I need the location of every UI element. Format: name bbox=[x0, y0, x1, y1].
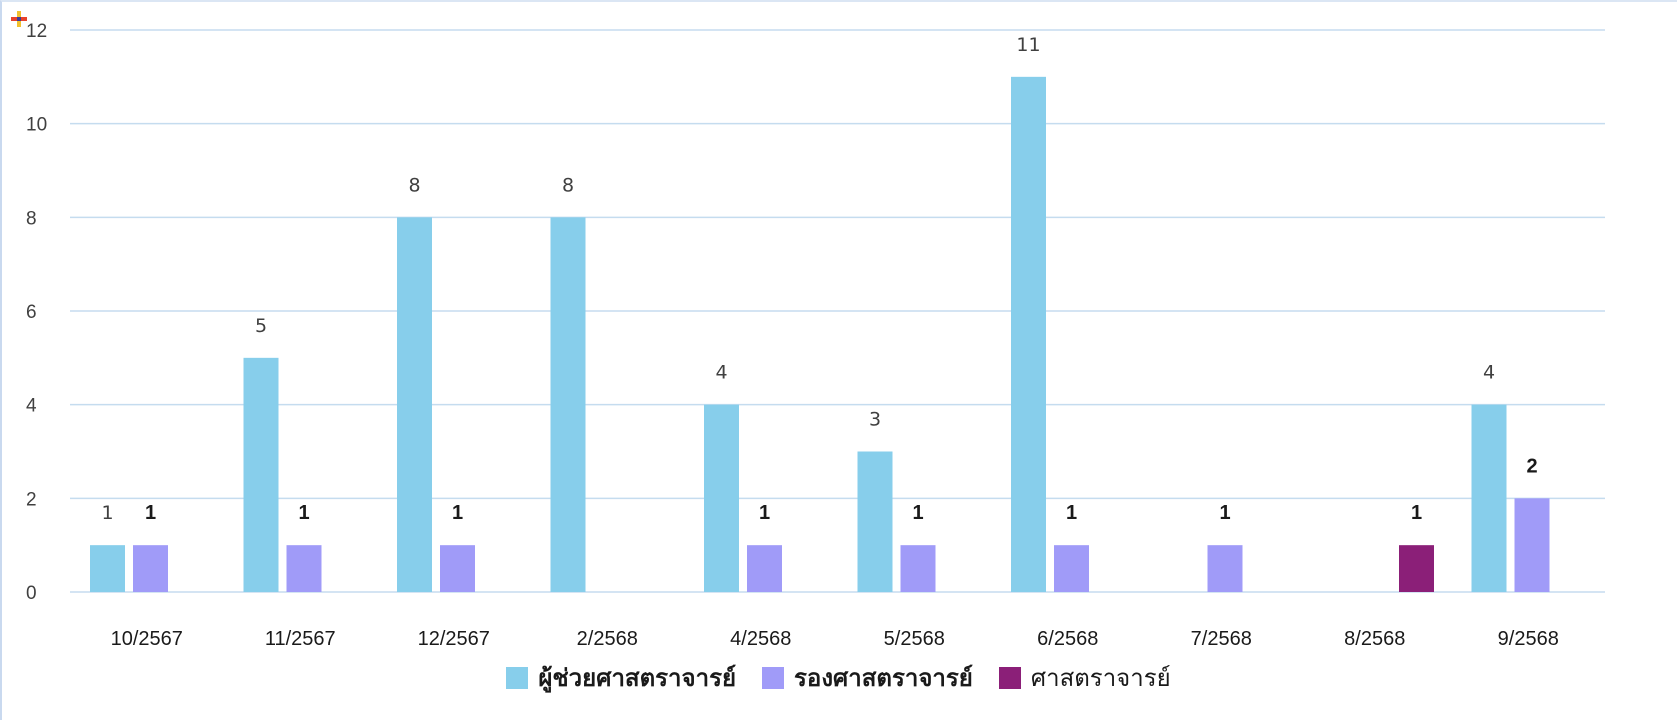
bar bbox=[1011, 76, 1046, 593]
bar bbox=[747, 545, 782, 592]
x-tick-label: 2/2568 bbox=[577, 628, 638, 650]
y-axis-ticks: 0 2 4 6 8 10 12 bbox=[26, 21, 47, 604]
bar bbox=[1399, 545, 1434, 592]
bar bbox=[133, 545, 168, 592]
data-label: 11 bbox=[1016, 34, 1040, 56]
x-tick-label: 7/2568 bbox=[1191, 628, 1252, 650]
data-label: 1 bbox=[101, 502, 113, 524]
x-tick-label: 8/2568 bbox=[1344, 628, 1405, 650]
data-label: 5 bbox=[255, 315, 267, 337]
bars bbox=[90, 76, 1550, 593]
x-tick-label: 12/2567 bbox=[418, 628, 490, 650]
data-label: 4 bbox=[715, 362, 727, 384]
data-label: 1 bbox=[1411, 502, 1422, 524]
bar bbox=[857, 451, 893, 592]
data-label: 4 bbox=[1483, 362, 1495, 384]
legend-swatch bbox=[506, 666, 529, 689]
bar bbox=[243, 357, 279, 592]
category-labels: 10/2567 11/2567 12/2567 2/2568 4/2568 5/2568 6… bbox=[111, 628, 1559, 650]
x-tick-label: 9/2568 bbox=[1498, 628, 1559, 650]
data-label: 1 bbox=[452, 502, 463, 524]
legend-label: ศาสตราจารย์ bbox=[1030, 664, 1171, 692]
crosshair-icon bbox=[11, 11, 27, 27]
data-label: 8 bbox=[408, 174, 420, 196]
bar bbox=[704, 404, 739, 592]
legend-swatch bbox=[998, 666, 1021, 689]
data-label: 2 bbox=[1526, 455, 1537, 477]
bar bbox=[900, 545, 936, 592]
data-label: 1 bbox=[1219, 502, 1230, 524]
data-label: 1 bbox=[298, 502, 309, 524]
bar bbox=[440, 545, 475, 592]
x-tick-label: 5/2568 bbox=[884, 628, 945, 650]
legend-item-professor: ศาสตราจารย์ bbox=[998, 658, 1171, 697]
data-label: 1 bbox=[759, 502, 770, 524]
legend-swatch bbox=[762, 666, 785, 689]
gridlines bbox=[70, 29, 1605, 593]
y-tick-label: 0 bbox=[26, 583, 37, 604]
x-tick-label: 4/2568 bbox=[730, 628, 791, 650]
bar bbox=[1054, 545, 1089, 592]
bar bbox=[1514, 498, 1550, 592]
data-label: 1 bbox=[1066, 502, 1077, 524]
bar bbox=[1471, 404, 1507, 592]
bar bbox=[550, 217, 586, 593]
bar bbox=[1207, 545, 1243, 592]
legend-item-assistant-professor: ผู้ช่วยศาสตราจารย์ bbox=[506, 658, 736, 697]
y-tick-label: 8 bbox=[26, 208, 37, 229]
x-tick-label: 11/2567 bbox=[265, 628, 336, 650]
legend-label: รองศาสตราจารย์ bbox=[794, 664, 973, 692]
y-tick-label: 12 bbox=[26, 21, 47, 42]
y-tick-label: 6 bbox=[26, 302, 37, 323]
legend-item-associate-professor: รองศาสตราจารย์ bbox=[762, 658, 973, 697]
y-tick-label: 10 bbox=[26, 115, 47, 136]
legend-label: ผู้ช่วยศาสตราจารย์ bbox=[538, 664, 737, 692]
x-tick-label: 6/2568 bbox=[1037, 628, 1098, 650]
y-tick-label: 2 bbox=[26, 489, 37, 510]
x-tick-label: 10/2567 bbox=[111, 628, 183, 650]
data-label: 8 bbox=[562, 174, 574, 196]
legend: ผู้ช่วยศาสตราจารย์ รองศาสตราจารย์ ศาสตรา… bbox=[0, 658, 1677, 697]
data-label: 3 bbox=[869, 409, 881, 431]
y-tick-label: 4 bbox=[26, 396, 37, 417]
data-label: 1 bbox=[145, 502, 156, 524]
bar bbox=[286, 545, 322, 592]
bar bbox=[90, 545, 125, 592]
data-label: 1 bbox=[912, 502, 923, 524]
bar bbox=[397, 217, 432, 593]
